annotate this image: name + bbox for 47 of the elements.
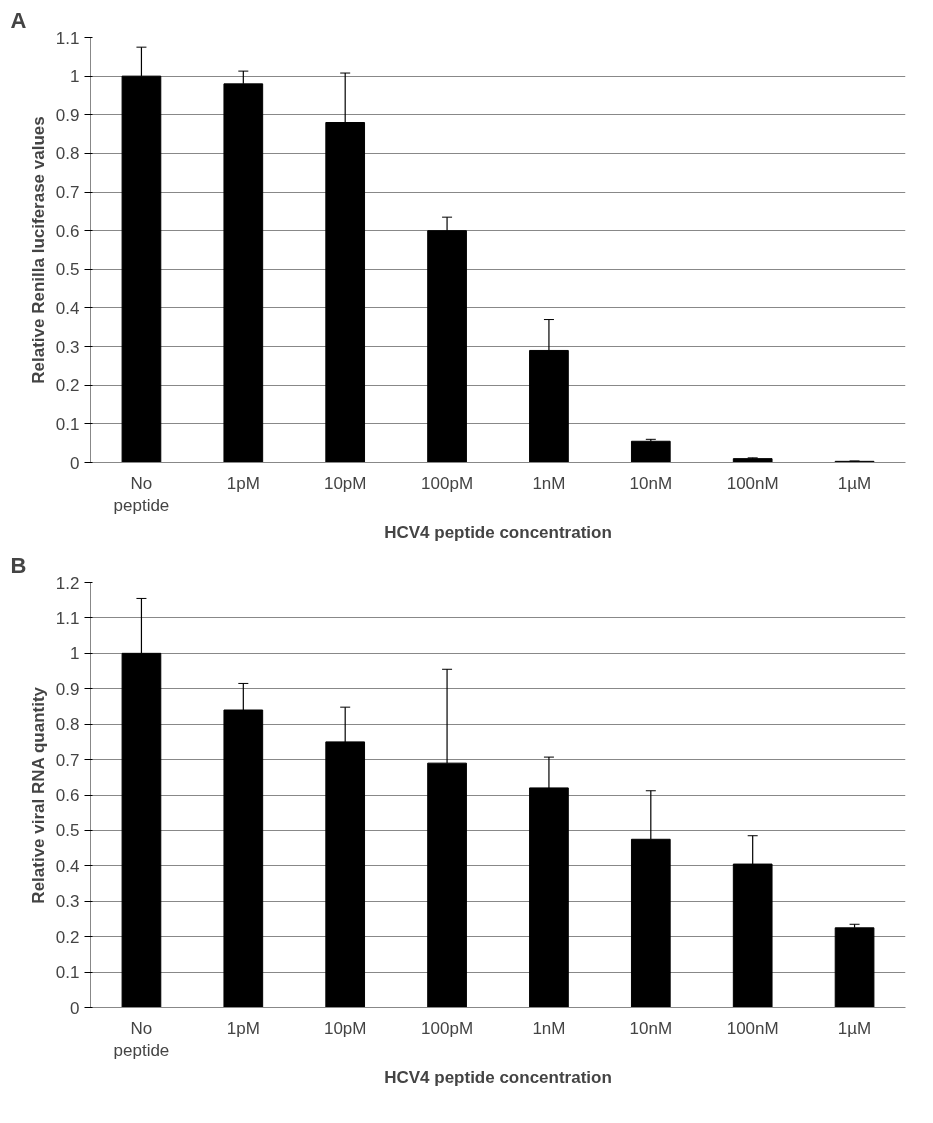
y-tick-label: 0.3 <box>55 892 80 912</box>
y-tick-label: 0.8 <box>55 144 80 164</box>
y-tick-label: 0.5 <box>55 260 80 280</box>
x-tick-label: 100nM <box>726 1018 779 1038</box>
y-tick-label: 0 <box>70 453 80 473</box>
y-tick-label: 0.6 <box>55 786 80 805</box>
y-tick-label: 0.7 <box>55 750 80 770</box>
x-tick-label: 1nM <box>532 1018 566 1038</box>
y-tick-label: 1.1 <box>55 28 80 48</box>
x-tick-label: No peptide <box>113 473 170 516</box>
y-tick-label: 1.2 <box>55 573 80 593</box>
y-tick-label: 1 <box>70 644 80 664</box>
y-tick-label: 0.8 <box>55 715 80 735</box>
y-axis-title: Relative viral RNA quantity <box>28 686 48 904</box>
y-tick-label: 1.1 <box>55 608 80 628</box>
x-tick-label: 1pM <box>226 1018 260 1038</box>
y-tick-label: 0.6 <box>55 221 80 241</box>
text: A <box>10 7 27 33</box>
x-tick-label: 100pM <box>421 1018 474 1038</box>
x-tick-label: 1µM <box>837 1018 872 1038</box>
x-tick-label: 10pM <box>323 473 367 493</box>
x-tick-label: 100nM <box>726 473 779 493</box>
y-tick-label: 0.2 <box>55 376 80 396</box>
y-tick-label: 0.2 <box>55 927 80 947</box>
y-tick-label: 0.4 <box>55 856 80 876</box>
x-tick-label: 1pM <box>226 473 260 493</box>
y-tick-label: 0 <box>70 998 80 1018</box>
y-tick-label: 0.3 <box>55 337 80 357</box>
y-tick-label: 0.7 <box>55 183 80 203</box>
x-tick-label: 1nM <box>532 473 566 493</box>
y-axis-title: Relative Renilla luciferase values <box>28 116 48 384</box>
x-tick-label: No peptide <box>113 1018 170 1061</box>
y-tick-label: 0.9 <box>55 105 80 125</box>
x-tick-label: 10nM <box>629 473 673 493</box>
y-tick-label: 1 <box>70 67 80 87</box>
x-tick-label: 1µM <box>837 473 872 493</box>
x-tick-label: 100pM <box>421 473 474 493</box>
y-tick-label: 0.4 <box>55 298 80 318</box>
x-axis-title: HCV4 peptide concentration <box>384 523 612 543</box>
x-tick-label: 10nM <box>629 1018 673 1038</box>
x-tick-label: 10pM <box>323 1018 367 1038</box>
text: B <box>10 552 27 578</box>
x-axis-title: HCV4 peptide concentration <box>384 1068 612 1088</box>
y-tick-label: 0.5 <box>55 821 80 841</box>
y-tick-label: 0.9 <box>55 679 80 699</box>
y-tick-label: 0.1 <box>55 414 80 434</box>
y-tick-label: 0.1 <box>55 963 80 983</box>
